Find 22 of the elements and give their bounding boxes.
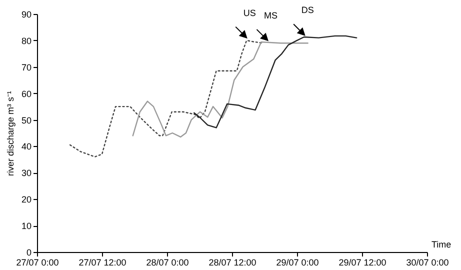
y-tick-label: 50	[21, 115, 32, 126]
annotation: US	[243, 8, 256, 18]
y-axis-title: river discharge m³ s⁻¹	[5, 90, 16, 176]
y-tick-label: 70	[21, 62, 32, 72]
x-tick-label: 29/07 0:00	[276, 258, 319, 268]
annotation: DS	[301, 5, 314, 16]
x-tick-label: 30/07 0:00	[406, 258, 449, 268]
annotation: MS	[264, 10, 278, 20]
y-tick-label: 10	[21, 221, 32, 232]
x-tick-label: 29/07 12:00	[338, 258, 386, 268]
y-tick-label: 60	[21, 88, 32, 99]
x-tick-label: 28/07 12:00	[208, 258, 256, 268]
y-tick-label: 40	[21, 142, 32, 152]
x-tick-label: 28/07 0:00	[146, 258, 189, 268]
y-tick-label: 20	[21, 194, 32, 205]
y-tick-label: 30	[21, 168, 32, 178]
y-tick-label: 80	[21, 36, 32, 46]
y-tick-label: 90	[21, 10, 32, 20]
x-axis-title: Time	[432, 240, 452, 250]
x-tick-label: 27/07 0:00	[16, 258, 59, 268]
y-tick-label: 0	[26, 248, 32, 258]
x-tick-label: 27/07 12:00	[78, 258, 126, 268]
